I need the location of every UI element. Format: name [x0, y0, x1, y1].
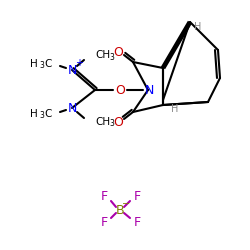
- Text: O: O: [115, 84, 125, 96]
- Text: H: H: [194, 22, 202, 32]
- Text: F: F: [134, 190, 140, 202]
- Text: O: O: [113, 116, 123, 130]
- Text: C: C: [44, 109, 52, 119]
- Text: 3: 3: [109, 118, 114, 128]
- Text: C: C: [44, 59, 52, 69]
- Text: 3: 3: [109, 52, 114, 62]
- Text: CH: CH: [95, 117, 110, 127]
- Text: O: O: [113, 46, 123, 59]
- Text: F: F: [100, 190, 107, 202]
- Text: B: B: [116, 204, 124, 216]
- Text: H: H: [30, 59, 38, 69]
- Text: H: H: [30, 109, 38, 119]
- Text: N: N: [67, 102, 77, 116]
- Text: F: F: [100, 216, 107, 230]
- Text: H: H: [171, 104, 179, 114]
- Text: N: N: [144, 84, 154, 96]
- Text: CH: CH: [95, 50, 110, 60]
- Text: 3: 3: [39, 60, 44, 70]
- Text: N: N: [67, 64, 77, 76]
- Text: 3: 3: [39, 110, 44, 120]
- Text: −: −: [122, 199, 130, 209]
- Text: F: F: [134, 216, 140, 230]
- Text: +: +: [75, 58, 83, 68]
